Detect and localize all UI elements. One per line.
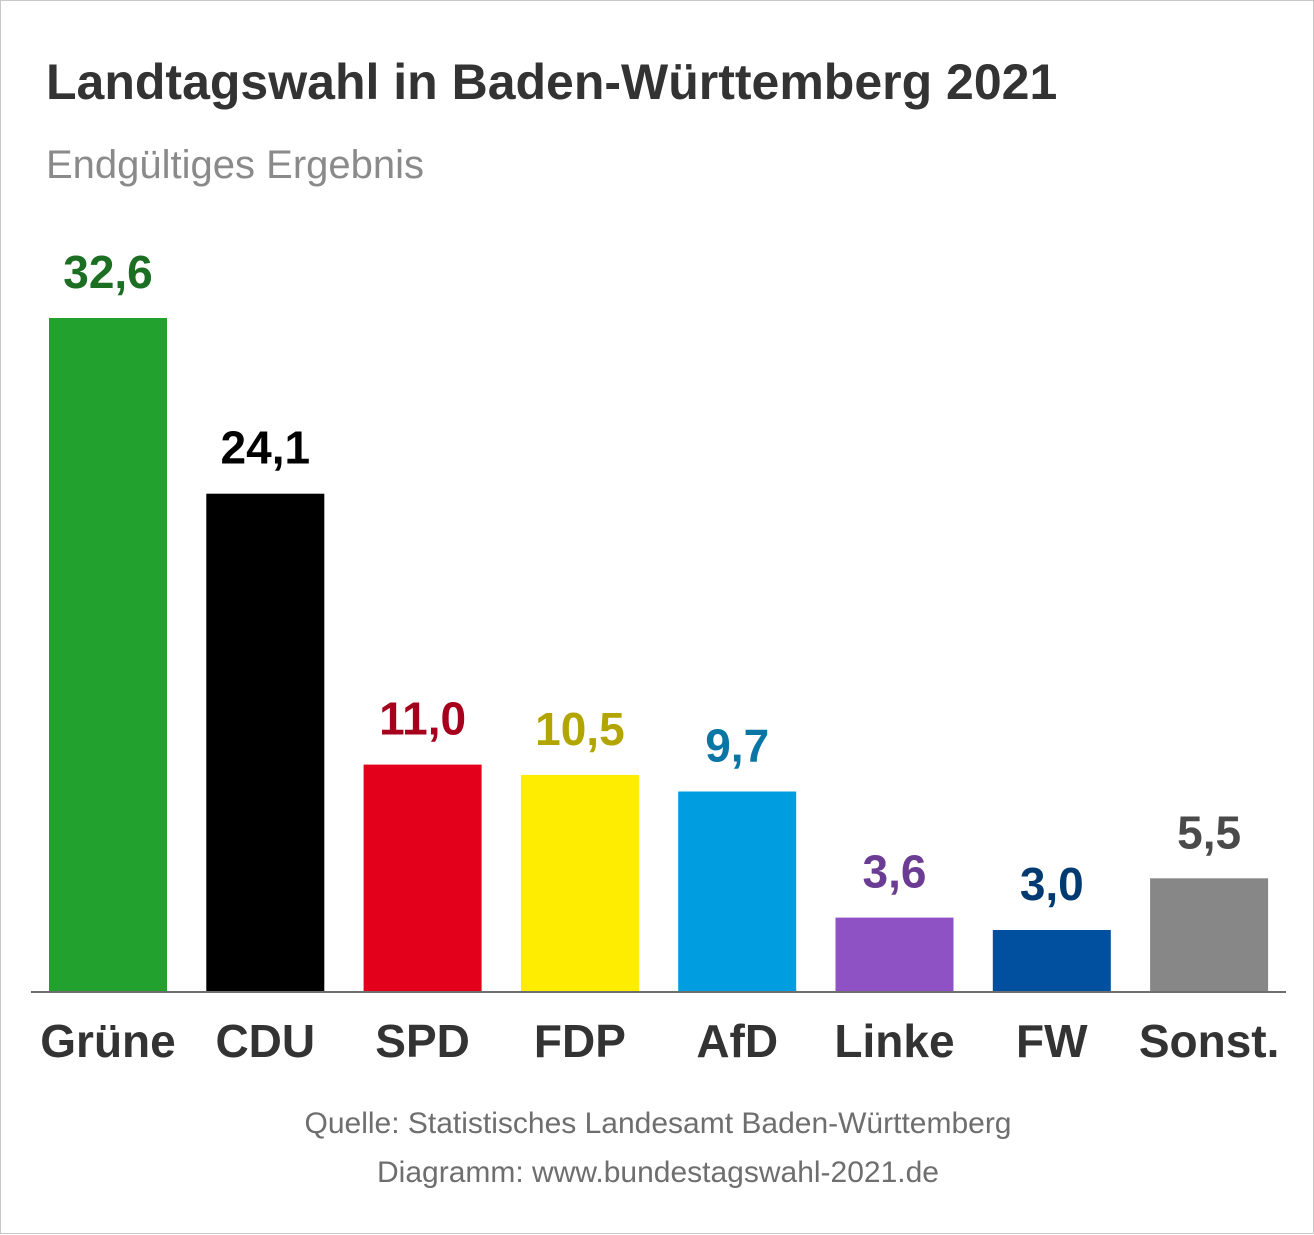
category-label-fw: FW [1016, 1015, 1088, 1067]
chart-subtitle: Endgültiges Ergebnis [46, 143, 425, 187]
value-label-cdu: 24,1 [221, 422, 311, 474]
bar-spd [363, 764, 482, 992]
bar-fdp [520, 774, 639, 992]
value-label-fw: 3,0 [1020, 858, 1084, 910]
value-label-spd: 11,0 [379, 693, 466, 745]
bar-afd [678, 791, 797, 992]
labels-group: 32,6 Grüne 24,1 CDU 11,0 SPD 10,5 FDP 9,7 AfD 3,6 L… [40, 246, 1279, 1067]
chart-title: Landtagswahl in Baden-Württemberg 2021 [46, 54, 1058, 110]
value-label-fdp: 10,5 [535, 703, 625, 755]
bar-linke [835, 917, 954, 992]
bar-gr-ne [49, 318, 167, 992]
value-label-linke: 3,6 [863, 846, 927, 898]
value-label-afd: 9,7 [705, 720, 769, 772]
category-label-cdu: CDU [215, 1015, 315, 1067]
bars-group [49, 318, 1269, 992]
value-label-sonst: 5,5 [1177, 806, 1241, 858]
category-label-afd: AfD [696, 1015, 778, 1067]
bar-fw [992, 930, 1111, 992]
category-label-spd: SPD [375, 1015, 470, 1067]
bar-sonst [1150, 878, 1269, 992]
category-label-fdp: FDP [534, 1015, 626, 1067]
category-label-sonst: Sonst. [1139, 1015, 1280, 1067]
bar-cdu [206, 493, 325, 992]
category-label-gr-ne: Grüne [40, 1015, 175, 1067]
source-note: Quelle: Statistisches Landesamt Baden-Wü… [304, 1107, 1012, 1140]
value-label-gr-ne: 32,6 [63, 246, 153, 298]
category-label-linke: Linke [834, 1015, 954, 1067]
credit-note: Diagramm: www.bundestagswahl-2021.de [377, 1156, 939, 1189]
